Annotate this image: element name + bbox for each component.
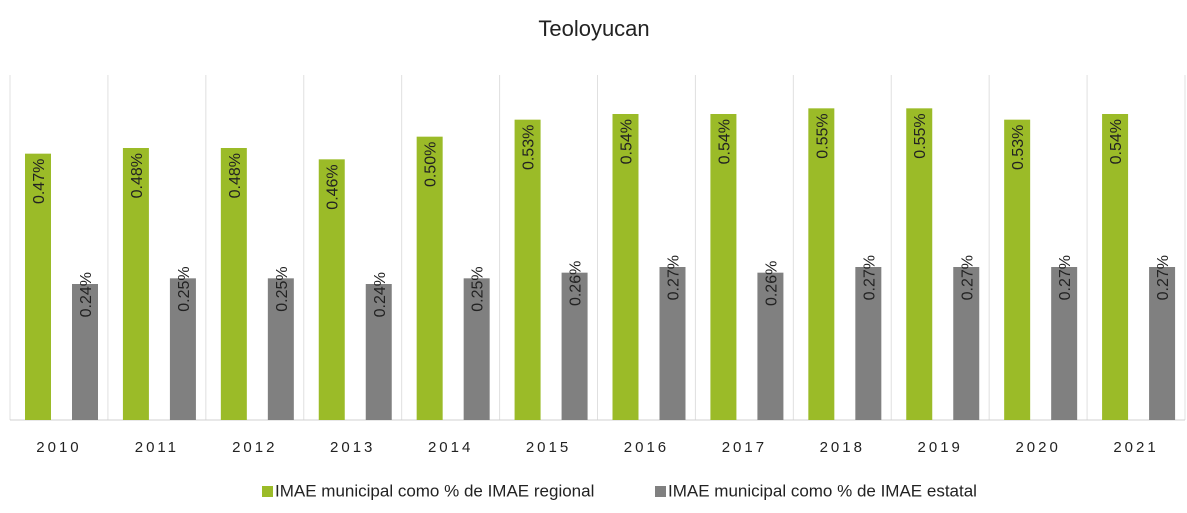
x-tick-label: 2020 [1015, 439, 1060, 456]
data-label: 0.54% [619, 119, 636, 164]
data-label: 0.47% [31, 159, 48, 204]
data-label: 0.53% [1010, 125, 1027, 170]
bar [906, 108, 933, 420]
legend-label: IMAE municipal como % de IMAE estatal [668, 481, 977, 500]
x-tick-label: 2012 [232, 439, 277, 456]
data-label: 0.25% [176, 266, 193, 311]
bar [365, 284, 392, 420]
bar [463, 278, 490, 420]
x-tick-label: 2011 [135, 439, 179, 456]
x-tick-label: 2015 [526, 439, 571, 456]
bar [514, 119, 541, 421]
bar [612, 114, 639, 420]
x-tick-label: 2018 [820, 439, 865, 456]
bar [318, 159, 345, 421]
data-label: 0.27% [959, 255, 976, 300]
bar [267, 278, 294, 420]
data-label: 0.50% [423, 142, 440, 187]
legend-label: IMAE municipal como % de IMAE regional [275, 481, 594, 500]
bar [122, 148, 149, 420]
x-tick-label: 2021 [1113, 439, 1158, 456]
bar [169, 278, 196, 420]
bar [416, 136, 443, 420]
data-label: 0.48% [227, 153, 244, 198]
bar [757, 272, 784, 420]
x-tick-label: 2010 [36, 439, 81, 456]
data-label: 0.54% [1108, 119, 1125, 164]
chart-title: Teoloyucan [538, 16, 649, 41]
data-label: 0.26% [568, 261, 585, 306]
legend-swatch [262, 486, 273, 497]
data-label: 0.25% [274, 266, 291, 311]
data-label: 0.26% [763, 261, 780, 306]
data-label: 0.25% [470, 266, 487, 311]
data-label: 0.53% [521, 125, 538, 170]
bar [25, 153, 51, 420]
data-label: 0.55% [814, 113, 831, 158]
bar [561, 272, 588, 420]
data-label: 0.27% [1155, 255, 1172, 300]
bar [855, 267, 882, 420]
data-label: 0.27% [861, 255, 878, 300]
legend-swatch [655, 486, 666, 497]
data-label: 0.27% [1057, 255, 1074, 300]
bar [1051, 267, 1078, 420]
bar [659, 267, 686, 420]
x-tick-label: 2016 [624, 439, 669, 456]
x-tick-label: 2019 [918, 439, 963, 456]
data-label: 0.24% [372, 272, 389, 317]
data-label: 0.24% [78, 272, 95, 317]
data-label: 0.27% [666, 255, 683, 300]
bar [953, 267, 980, 420]
x-tick-label: 2014 [428, 439, 473, 456]
bar [1004, 119, 1031, 421]
bar [72, 284, 98, 420]
bar [220, 148, 247, 420]
x-tick-label: 2017 [722, 439, 767, 456]
bar [1102, 114, 1129, 420]
bar [710, 114, 737, 420]
data-label: 0.48% [129, 153, 146, 198]
bar [808, 108, 835, 420]
data-label: 0.46% [325, 164, 342, 209]
data-label: 0.54% [716, 119, 733, 164]
x-tick-label: 2013 [330, 439, 375, 456]
bar [1149, 267, 1176, 420]
data-label: 0.55% [912, 113, 929, 158]
